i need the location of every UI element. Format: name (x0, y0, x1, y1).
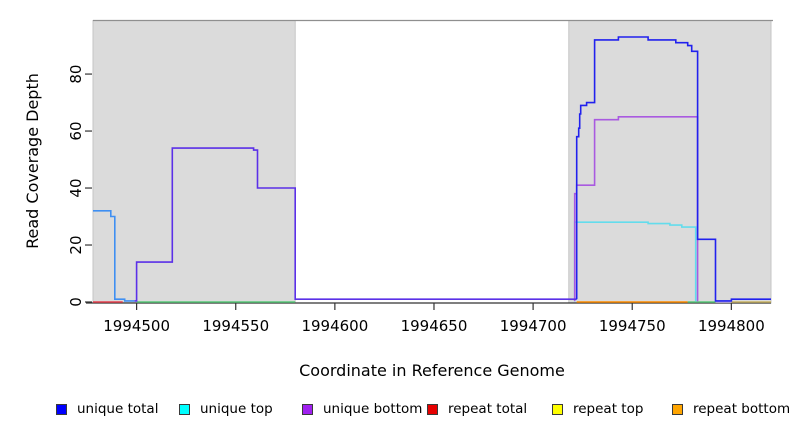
legend-label: repeat total (448, 401, 528, 417)
y-tick-label: 0 (67, 297, 85, 307)
shaded-region-0 (92, 20, 296, 304)
x-tick-label: 1994500 (103, 317, 170, 335)
legend-item-unique-total: unique total (56, 398, 158, 420)
legend-label: repeat top (573, 401, 644, 417)
legend-swatch-icon (427, 403, 438, 415)
series-unique-bottom-right-block (573, 116, 699, 302)
legend-label: unique total (77, 401, 159, 417)
legend-swatch-icon (672, 403, 683, 415)
shaded-region-1 (568, 20, 772, 304)
x-tick-label: 1994550 (202, 317, 269, 335)
y-tick-label: 20 (67, 235, 85, 254)
legend-swatch-icon (302, 403, 313, 415)
x-tick-label: 1994800 (698, 317, 765, 335)
x-tick-label: 1994650 (401, 317, 468, 335)
legend-item-repeat-total: repeat total (427, 398, 527, 420)
legend-label: repeat bottom (693, 401, 791, 417)
legend-label: unique bottom (323, 401, 423, 417)
series-unique-total-right-block (575, 36, 771, 302)
legend-item-repeat-top: repeat top (552, 398, 643, 420)
y-tick-label: 40 (67, 178, 85, 197)
legend-swatch-icon (179, 403, 190, 415)
x-tick-label: 1994750 (599, 317, 666, 335)
legend-item-unique-bottom: unique bottom (302, 398, 422, 420)
legend-item-repeat-bottom: repeat bottom (672, 398, 790, 420)
legend: unique total unique top unique bottom repea… (0, 398, 792, 424)
legend-item-unique-top: unique top (179, 398, 273, 420)
legend-label: unique top (200, 401, 273, 417)
y-tick-label: 80 (67, 65, 85, 84)
y-tick-label: 60 (67, 122, 85, 141)
legend-swatch-icon (56, 403, 67, 415)
y-axis-title: Read Coverage Depth (23, 73, 42, 249)
x-tick-label: 1994600 (301, 317, 368, 335)
legend-swatch-icon (552, 403, 563, 415)
x-tick-label: 1994700 (500, 317, 567, 335)
series-unique-total-left-top-strand (93, 210, 135, 302)
series-unique-top-right-block (573, 221, 697, 302)
x-axis-title: Coordinate in Reference Genome (299, 361, 565, 380)
series-unique-total-left-steps-and-gap (134, 147, 577, 302)
